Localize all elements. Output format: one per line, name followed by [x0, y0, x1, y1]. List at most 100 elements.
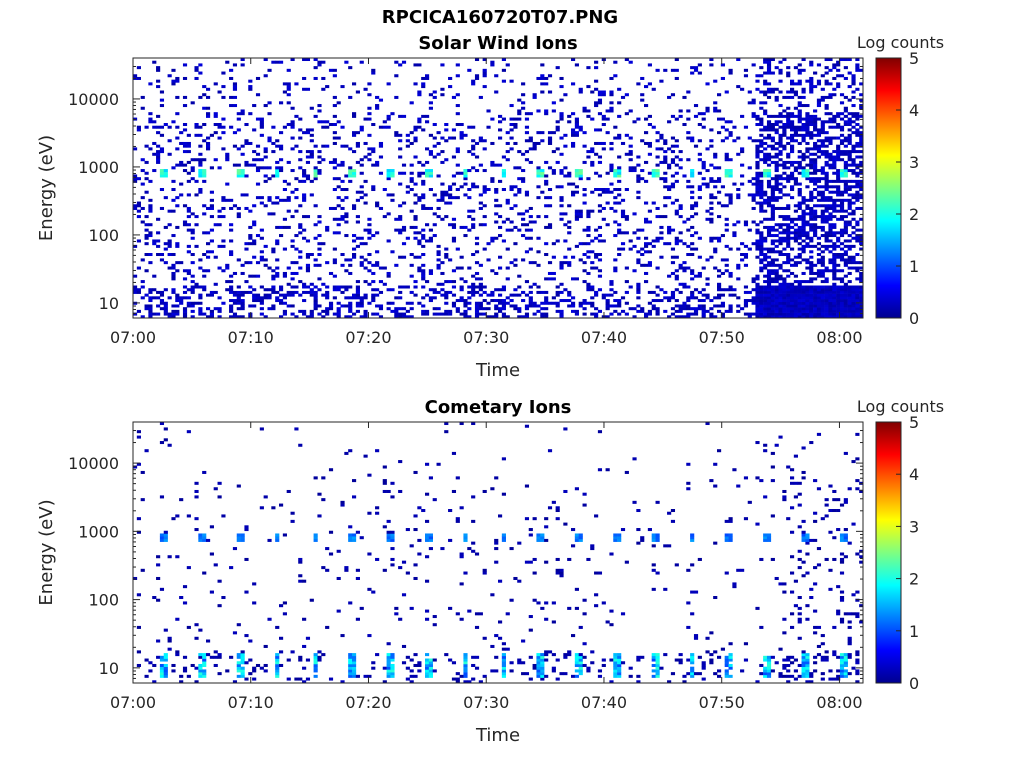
heatmap-cell	[459, 555, 464, 559]
heatmap-cell	[859, 274, 864, 278]
heatmap-cell	[770, 312, 775, 316]
heatmap-cell	[290, 215, 295, 219]
heatmap-cell	[670, 296, 676, 300]
heatmap-cell	[244, 139, 249, 143]
heatmap-cell	[225, 155, 230, 159]
heatmap-cell	[828, 198, 833, 202]
heatmap-cell	[148, 661, 153, 665]
heatmap-cell	[763, 255, 768, 259]
heatmap-cell	[574, 63, 579, 67]
heatmap-cell	[636, 155, 641, 159]
heatmap-cell	[313, 533, 318, 537]
heatmap-cell	[740, 147, 745, 151]
heatmap-cell	[547, 449, 553, 453]
heatmap-cell	[206, 141, 211, 145]
heatmap-cell	[597, 209, 603, 213]
heatmap-cell	[820, 217, 825, 221]
heatmap-cell	[797, 307, 802, 311]
heatmap-cell	[663, 139, 668, 143]
heatmap-cell	[425, 293, 430, 297]
heatmap-cell	[655, 206, 660, 210]
heatmap-cell	[267, 288, 272, 292]
heatmap-cell	[309, 179, 314, 183]
heatmap-cell	[801, 152, 806, 156]
heatmap-cell	[693, 296, 699, 300]
heatmap-cell	[240, 263, 245, 267]
heatmap-cell	[390, 250, 395, 254]
heatmap-cell	[571, 304, 576, 308]
heatmap-cell	[751, 114, 756, 118]
heatmap-cell	[236, 663, 241, 667]
heatmap-cell	[156, 290, 161, 294]
heatmap-cell	[490, 669, 495, 673]
heatmap-cell	[559, 204, 564, 208]
heatmap-cell	[198, 672, 203, 676]
heatmap-cell	[386, 82, 391, 86]
heatmap-cell	[701, 266, 706, 270]
heatmap-cell	[678, 109, 683, 113]
heatmap-cell	[743, 220, 749, 224]
heatmap-cell	[455, 299, 460, 303]
heatmap-cell	[313, 66, 318, 70]
heatmap-cell	[847, 258, 852, 262]
heatmap-cell	[567, 204, 572, 208]
heatmap-cell	[455, 672, 460, 676]
heatmap-cell	[494, 288, 499, 292]
heatmap-cell	[855, 179, 860, 183]
heatmap-cell	[471, 209, 476, 213]
heatmap-cell	[847, 150, 852, 154]
heatmap-cell	[816, 290, 822, 294]
heatmap-cell	[432, 90, 437, 94]
heatmap-cell	[348, 536, 353, 540]
heatmap-cell	[467, 209, 472, 213]
heatmap-cell	[786, 258, 791, 262]
heatmap-cell	[156, 296, 161, 300]
heatmap-cell	[547, 225, 553, 229]
heatmap-cell	[367, 269, 372, 273]
heatmap-cell	[390, 563, 395, 567]
heatmap-cell	[751, 242, 756, 246]
heatmap-cell	[824, 307, 829, 311]
heatmap-cell	[763, 236, 768, 240]
heatmap-cell	[451, 95, 457, 99]
heatmap-cell	[770, 193, 775, 197]
heatmap-cell	[647, 309, 652, 313]
heatmap-cell	[467, 301, 472, 305]
heatmap-cell	[482, 139, 487, 143]
heatmap-cell	[859, 234, 864, 238]
heatmap-cell	[417, 269, 422, 273]
heatmap-cell	[386, 666, 391, 670]
heatmap-cell	[240, 315, 245, 319]
heatmap-cell	[148, 290, 153, 294]
heatmap-cell	[436, 253, 441, 257]
heatmap-cell	[843, 220, 848, 224]
heatmap-cell	[540, 312, 545, 316]
heatmap-cell	[728, 198, 733, 202]
heatmap-cell	[171, 188, 176, 192]
heatmap-cell	[547, 136, 553, 140]
heatmap-cell	[248, 85, 253, 89]
heatmap-cell	[144, 190, 149, 194]
heatmap-cell	[182, 123, 188, 127]
heatmap-cell	[386, 169, 391, 173]
heatmap-cell	[563, 255, 568, 259]
heatmap-cell	[428, 106, 433, 110]
heatmap-cell	[540, 174, 545, 178]
heatmap-cell	[859, 285, 864, 289]
heatmap-cell	[824, 244, 829, 248]
figure-title: RPCICA160720T07.PNG	[382, 7, 618, 28]
heatmap-cell	[755, 247, 760, 251]
heatmap-cell	[352, 255, 357, 259]
heatmap-cell	[640, 139, 645, 143]
heatmap-cell	[563, 299, 568, 303]
heatmap-cell	[832, 158, 837, 162]
heatmap-cell	[832, 261, 837, 265]
heatmap-cell	[536, 250, 541, 254]
heatmap-cell	[782, 239, 787, 243]
heatmap-cell	[690, 290, 695, 294]
heatmap-cell	[332, 68, 337, 72]
heatmap-cell	[386, 533, 391, 537]
heatmap-cell	[367, 236, 372, 240]
heatmap-cell	[836, 236, 841, 240]
heatmap-cell	[229, 274, 234, 278]
